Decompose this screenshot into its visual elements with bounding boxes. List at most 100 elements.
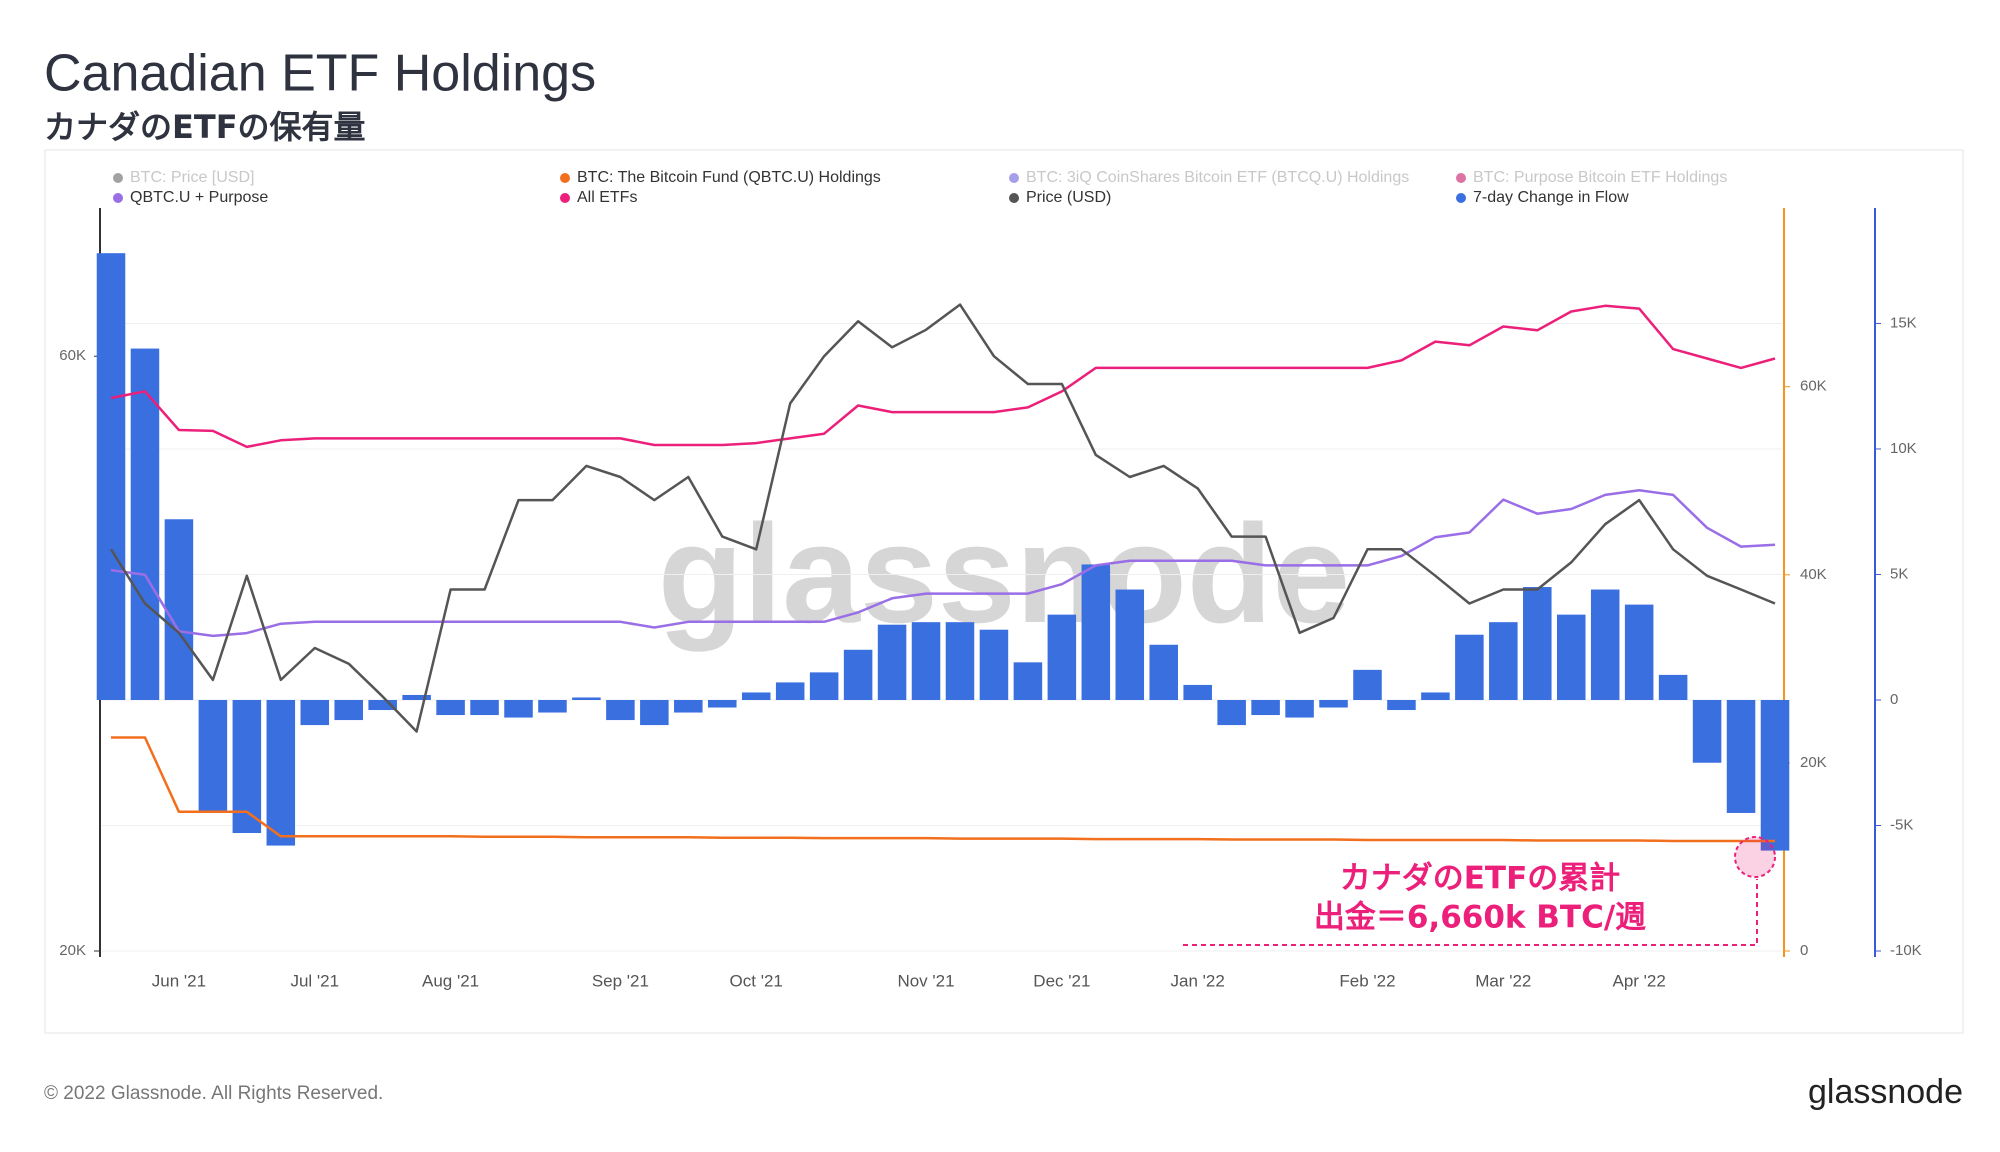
bar — [1624, 604, 1654, 700]
bar — [1556, 614, 1586, 700]
legend-label: All ETFs — [577, 189, 637, 206]
x-tick-label: Dec '21 — [1033, 971, 1090, 990]
y-tick-label: 60K — [59, 347, 86, 364]
plot-area: glassnode -10K -5K 0 5K 10K 15K 0 20K 40K 60K 20K 60… — [59, 169, 1921, 990]
bar — [877, 624, 907, 700]
copyright: © 2022 Glassnode. All Rights Reserved. — [44, 1083, 383, 1104]
bar — [1149, 644, 1178, 700]
legend-label: BTC: Purpose Bitcoin ETF Holdings — [1473, 169, 1727, 186]
bar — [1658, 674, 1688, 700]
legend-marker — [1456, 193, 1466, 203]
bar — [334, 699, 363, 721]
y2-tick-label: 40K — [1800, 566, 1827, 583]
line — [111, 736, 1775, 843]
bar — [1319, 699, 1348, 708]
bar — [1489, 622, 1518, 700]
bar — [945, 622, 975, 700]
bar — [741, 692, 771, 700]
x-tick-label: Feb '22 — [1339, 971, 1395, 990]
legend-label: Price (USD) — [1026, 189, 1111, 206]
y3-tick-label: -5K — [1890, 816, 1913, 833]
bar — [674, 699, 703, 713]
bar — [775, 682, 805, 700]
bar — [809, 672, 839, 700]
logo: glassnode — [1808, 1073, 1963, 1111]
x-tick-label: Jul '21 — [290, 971, 339, 990]
bar — [1183, 684, 1212, 700]
bar — [436, 699, 465, 716]
bar — [96, 253, 126, 700]
bar — [1590, 589, 1620, 700]
legend-marker — [1009, 193, 1019, 203]
bar — [1013, 662, 1043, 700]
bar — [164, 519, 194, 700]
bar — [368, 699, 397, 711]
legend-marker — [560, 173, 570, 183]
watermark: glassnode — [658, 495, 1350, 652]
annotation-circle — [1734, 836, 1776, 878]
bar — [1692, 699, 1722, 763]
bar — [1523, 587, 1552, 700]
bar — [1421, 692, 1450, 700]
line — [110, 304, 1776, 449]
bar — [402, 694, 431, 700]
bar — [1353, 669, 1382, 700]
x-tick-label: Jun '21 — [152, 971, 206, 990]
x-tick-label: Oct '21 — [730, 971, 783, 990]
legend-marker — [113, 173, 123, 183]
bar — [1251, 699, 1280, 716]
chart-subtitle: カナダのETFの保有量 — [44, 108, 366, 146]
legend-marker — [1456, 173, 1466, 183]
y3-tick-label: 10K — [1890, 440, 1917, 457]
x-tick-label: Aug '21 — [422, 971, 479, 990]
chart-title: Canadian ETF Holdings — [44, 45, 596, 103]
bar — [1115, 589, 1145, 700]
x-tick-label: Sep '21 — [592, 971, 649, 990]
x-tick-label: Apr '22 — [1612, 971, 1665, 990]
bar — [979, 629, 1009, 700]
x-tick-label: Jan '22 — [1171, 971, 1225, 990]
legend-label: 7-day Change in Flow — [1473, 189, 1629, 206]
legend-marker — [560, 193, 570, 203]
bar — [1387, 699, 1416, 711]
y3-tick-label: -10K — [1890, 942, 1922, 959]
legend-label: BTC: 3iQ CoinShares Bitcoin ETF (BTCQ.U)… — [1026, 169, 1409, 186]
bar — [843, 649, 873, 700]
bar — [538, 699, 567, 713]
bar — [130, 348, 160, 700]
annotation: カナダのETFの累計 — [1340, 861, 1621, 897]
bar — [1726, 699, 1756, 813]
bar — [572, 697, 601, 700]
x-tick-label: Nov '21 — [897, 971, 954, 990]
legend-label: BTC: Price [USD] — [130, 169, 254, 186]
bar — [266, 699, 296, 846]
legend-label: QBTC.U + Purpose — [130, 189, 268, 206]
chart-frame — [44, 149, 1964, 1034]
bar — [1760, 699, 1790, 851]
y2-tick-label: 0 — [1800, 942, 1808, 959]
bar — [198, 699, 228, 813]
line — [110, 488, 1776, 638]
bar — [640, 699, 669, 726]
y-tick-label: 20K — [59, 942, 86, 959]
bar — [606, 699, 635, 721]
y3-tick-label: 5K — [1890, 565, 1908, 582]
bar — [1047, 614, 1077, 700]
y3-tick-label: 0 — [1890, 691, 1898, 708]
legend-marker — [1009, 173, 1019, 183]
x-tick-label: Mar '22 — [1475, 971, 1531, 990]
legend-label: BTC: The Bitcoin Fund (QBTC.U) Holdings — [577, 169, 881, 186]
y2-tick-label: 20K — [1800, 754, 1827, 771]
annotation-leader — [1183, 879, 1758, 946]
bar — [1455, 634, 1484, 700]
bar — [911, 622, 941, 700]
bar — [300, 699, 330, 726]
bar — [1081, 564, 1111, 700]
bar — [708, 699, 737, 708]
line — [109, 303, 1776, 733]
y2-tick-label: 60K — [1800, 378, 1827, 395]
bar — [1217, 699, 1246, 726]
y3-tick-label: 15K — [1890, 314, 1917, 331]
bar — [470, 699, 499, 716]
bar — [1285, 699, 1314, 718]
